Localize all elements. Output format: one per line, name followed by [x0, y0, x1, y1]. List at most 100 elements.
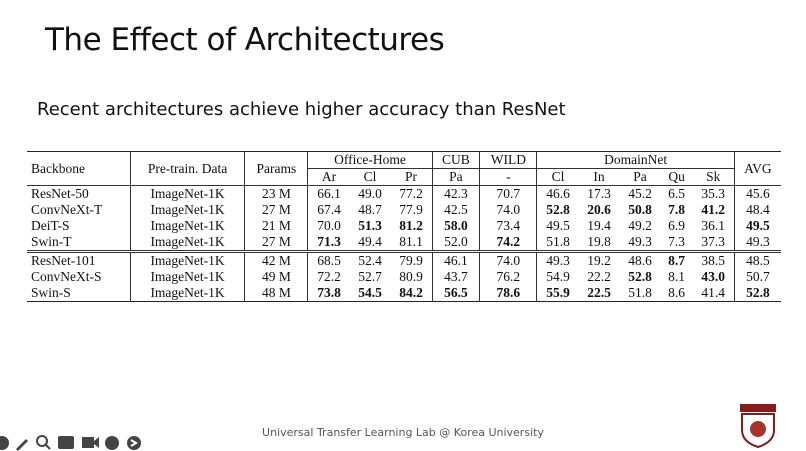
title: The Effect of Architectures [45, 22, 445, 58]
cell: 17.3 [587, 186, 611, 201]
cell: 42.5 [432, 202, 481, 218]
column-header: CUB [432, 151, 481, 169]
cell: 71.3 [317, 234, 341, 249]
cell: 43.0 [692, 269, 735, 285]
cell: ConvNeXt-T [27, 202, 131, 218]
column-subheader: Cl [536, 168, 579, 186]
cell: 54.9 [546, 269, 570, 284]
cell: 19.4 [587, 218, 611, 233]
cell: 46.1 [432, 250, 481, 269]
cell: Swin-T [27, 234, 131, 252]
data-row: ResNet-50 ImageNet-1K 23 M 66.1 49.0 77.2 42.3… [27, 185, 781, 202]
cell: 51.8 [628, 285, 652, 300]
cell: 51.3 [358, 218, 382, 233]
cell: 49.3 [628, 234, 652, 249]
cell: 73.8 [317, 285, 341, 300]
cell: 46.6 [546, 186, 570, 201]
cell: 21 M [244, 218, 309, 234]
cell: 49.2 [628, 218, 652, 233]
cell: 58.0 [432, 218, 481, 234]
cell: ImageNet-1K [130, 285, 246, 302]
cell: 19.2 [578, 250, 620, 269]
column-subheader: In [578, 168, 620, 186]
cell: 48.6 [619, 250, 661, 269]
cell: 68.5 [307, 250, 350, 269]
column-subheader: Cl [349, 168, 391, 186]
cell: ImageNet-1K [130, 185, 246, 202]
subheader-row: Ar Cl Pr Pa - Cl In Pa Qu Sk [27, 168, 781, 186]
cell: 72.2 [317, 269, 341, 284]
column-subheader: Sk [692, 168, 735, 186]
cell: 48.4 [746, 202, 770, 217]
cell: 20.6 [587, 202, 611, 217]
cell: 45.6 [746, 186, 770, 201]
cell: 27 M [244, 202, 309, 218]
cell: 48 M [244, 285, 309, 302]
column-subheader: Ar [307, 168, 350, 186]
data-row: ConvNeXt-T ImageNet-1K 27 M 67.4 48.7 77.9 42.… [27, 202, 781, 218]
cell: 74.0 [479, 250, 538, 269]
cell: 66.1 [317, 186, 341, 201]
cell: 48.5 [734, 250, 781, 269]
cell: 55.9 [546, 285, 570, 300]
cell: 42 M [244, 250, 309, 269]
subtitle: Recent architectures achieve higher accu… [37, 99, 566, 120]
data-row: ResNet-101 ImageNet-1K 42 M 68.5 52.4 79.9 46.… [27, 250, 781, 269]
cell: 52.0 [432, 234, 481, 252]
cell: 52.8 [628, 269, 652, 284]
column-subheader: Pr [390, 168, 433, 186]
column-header: Office-Home [307, 151, 433, 169]
cell: 84.2 [390, 285, 433, 302]
column-header: AVG [734, 151, 781, 186]
cell: 49.3 [536, 250, 579, 269]
cell: 81.1 [390, 234, 433, 252]
cell: 49.0 [358, 186, 382, 201]
cell: 50.8 [628, 202, 652, 217]
cell: ConvNeXt-S [27, 269, 131, 285]
cell: 8.1 [668, 269, 686, 284]
cell: 19.8 [587, 234, 611, 249]
cell: 77.9 [390, 202, 433, 218]
data-row: ConvNeXt-S ImageNet-1K 49 M 72.2 52.7 80.9 43.… [27, 269, 781, 285]
cell: 22.5 [587, 285, 611, 300]
cell: 52.4 [349, 250, 391, 269]
cell: 76.2 [479, 269, 538, 285]
cell: 41.2 [692, 202, 735, 218]
cell: 56.5 [432, 285, 481, 302]
cell: 49 M [244, 269, 309, 285]
cell: 49.5 [746, 218, 770, 233]
cell: DeiT-S [27, 218, 131, 234]
cell: 6.5 [668, 186, 686, 201]
cell: 8.7 [660, 250, 693, 269]
cell: 70.0 [317, 218, 341, 233]
column-subheader: Qu [660, 168, 693, 186]
cell: 27 M [244, 234, 309, 252]
column-header: Backbone [27, 151, 131, 186]
cell: 50.7 [746, 269, 770, 284]
cell: 7.3 [668, 234, 686, 249]
cell: 51.8 [546, 234, 570, 249]
cell: 70.7 [479, 185, 538, 202]
cell: 74.0 [479, 202, 538, 218]
cell: 78.6 [479, 285, 538, 302]
data-row: DeiT-S ImageNet-1K 21 M 70.0 51.3 81.2 58.0 73.… [27, 218, 781, 234]
header-row: Backbone Pre-train. Data Params Office-Home… [27, 151, 781, 186]
cell: 23 M [244, 185, 309, 202]
cell: 6.9 [668, 218, 686, 233]
column-header: Pre-train. Data [130, 151, 246, 186]
cell: 54.5 [358, 285, 382, 300]
column-subheader: - [479, 168, 538, 186]
cell: 35.3 [692, 185, 735, 202]
cell: 48.7 [358, 202, 382, 217]
cell: 52.7 [358, 269, 382, 284]
cell: 7.8 [668, 202, 686, 217]
cell: 79.9 [390, 250, 433, 269]
column-header: WILD [479, 151, 538, 169]
toolbar[interactable] [0, 432, 150, 451]
data-row: Swin-S ImageNet-1K 48 M 73.8 54.5 84.2 56.5 78.… [27, 285, 781, 302]
column-header: DomainNet [536, 151, 735, 169]
cell: ImageNet-1K [130, 202, 246, 218]
cell: 8.6 [668, 285, 686, 300]
cell: 49.4 [358, 234, 382, 249]
